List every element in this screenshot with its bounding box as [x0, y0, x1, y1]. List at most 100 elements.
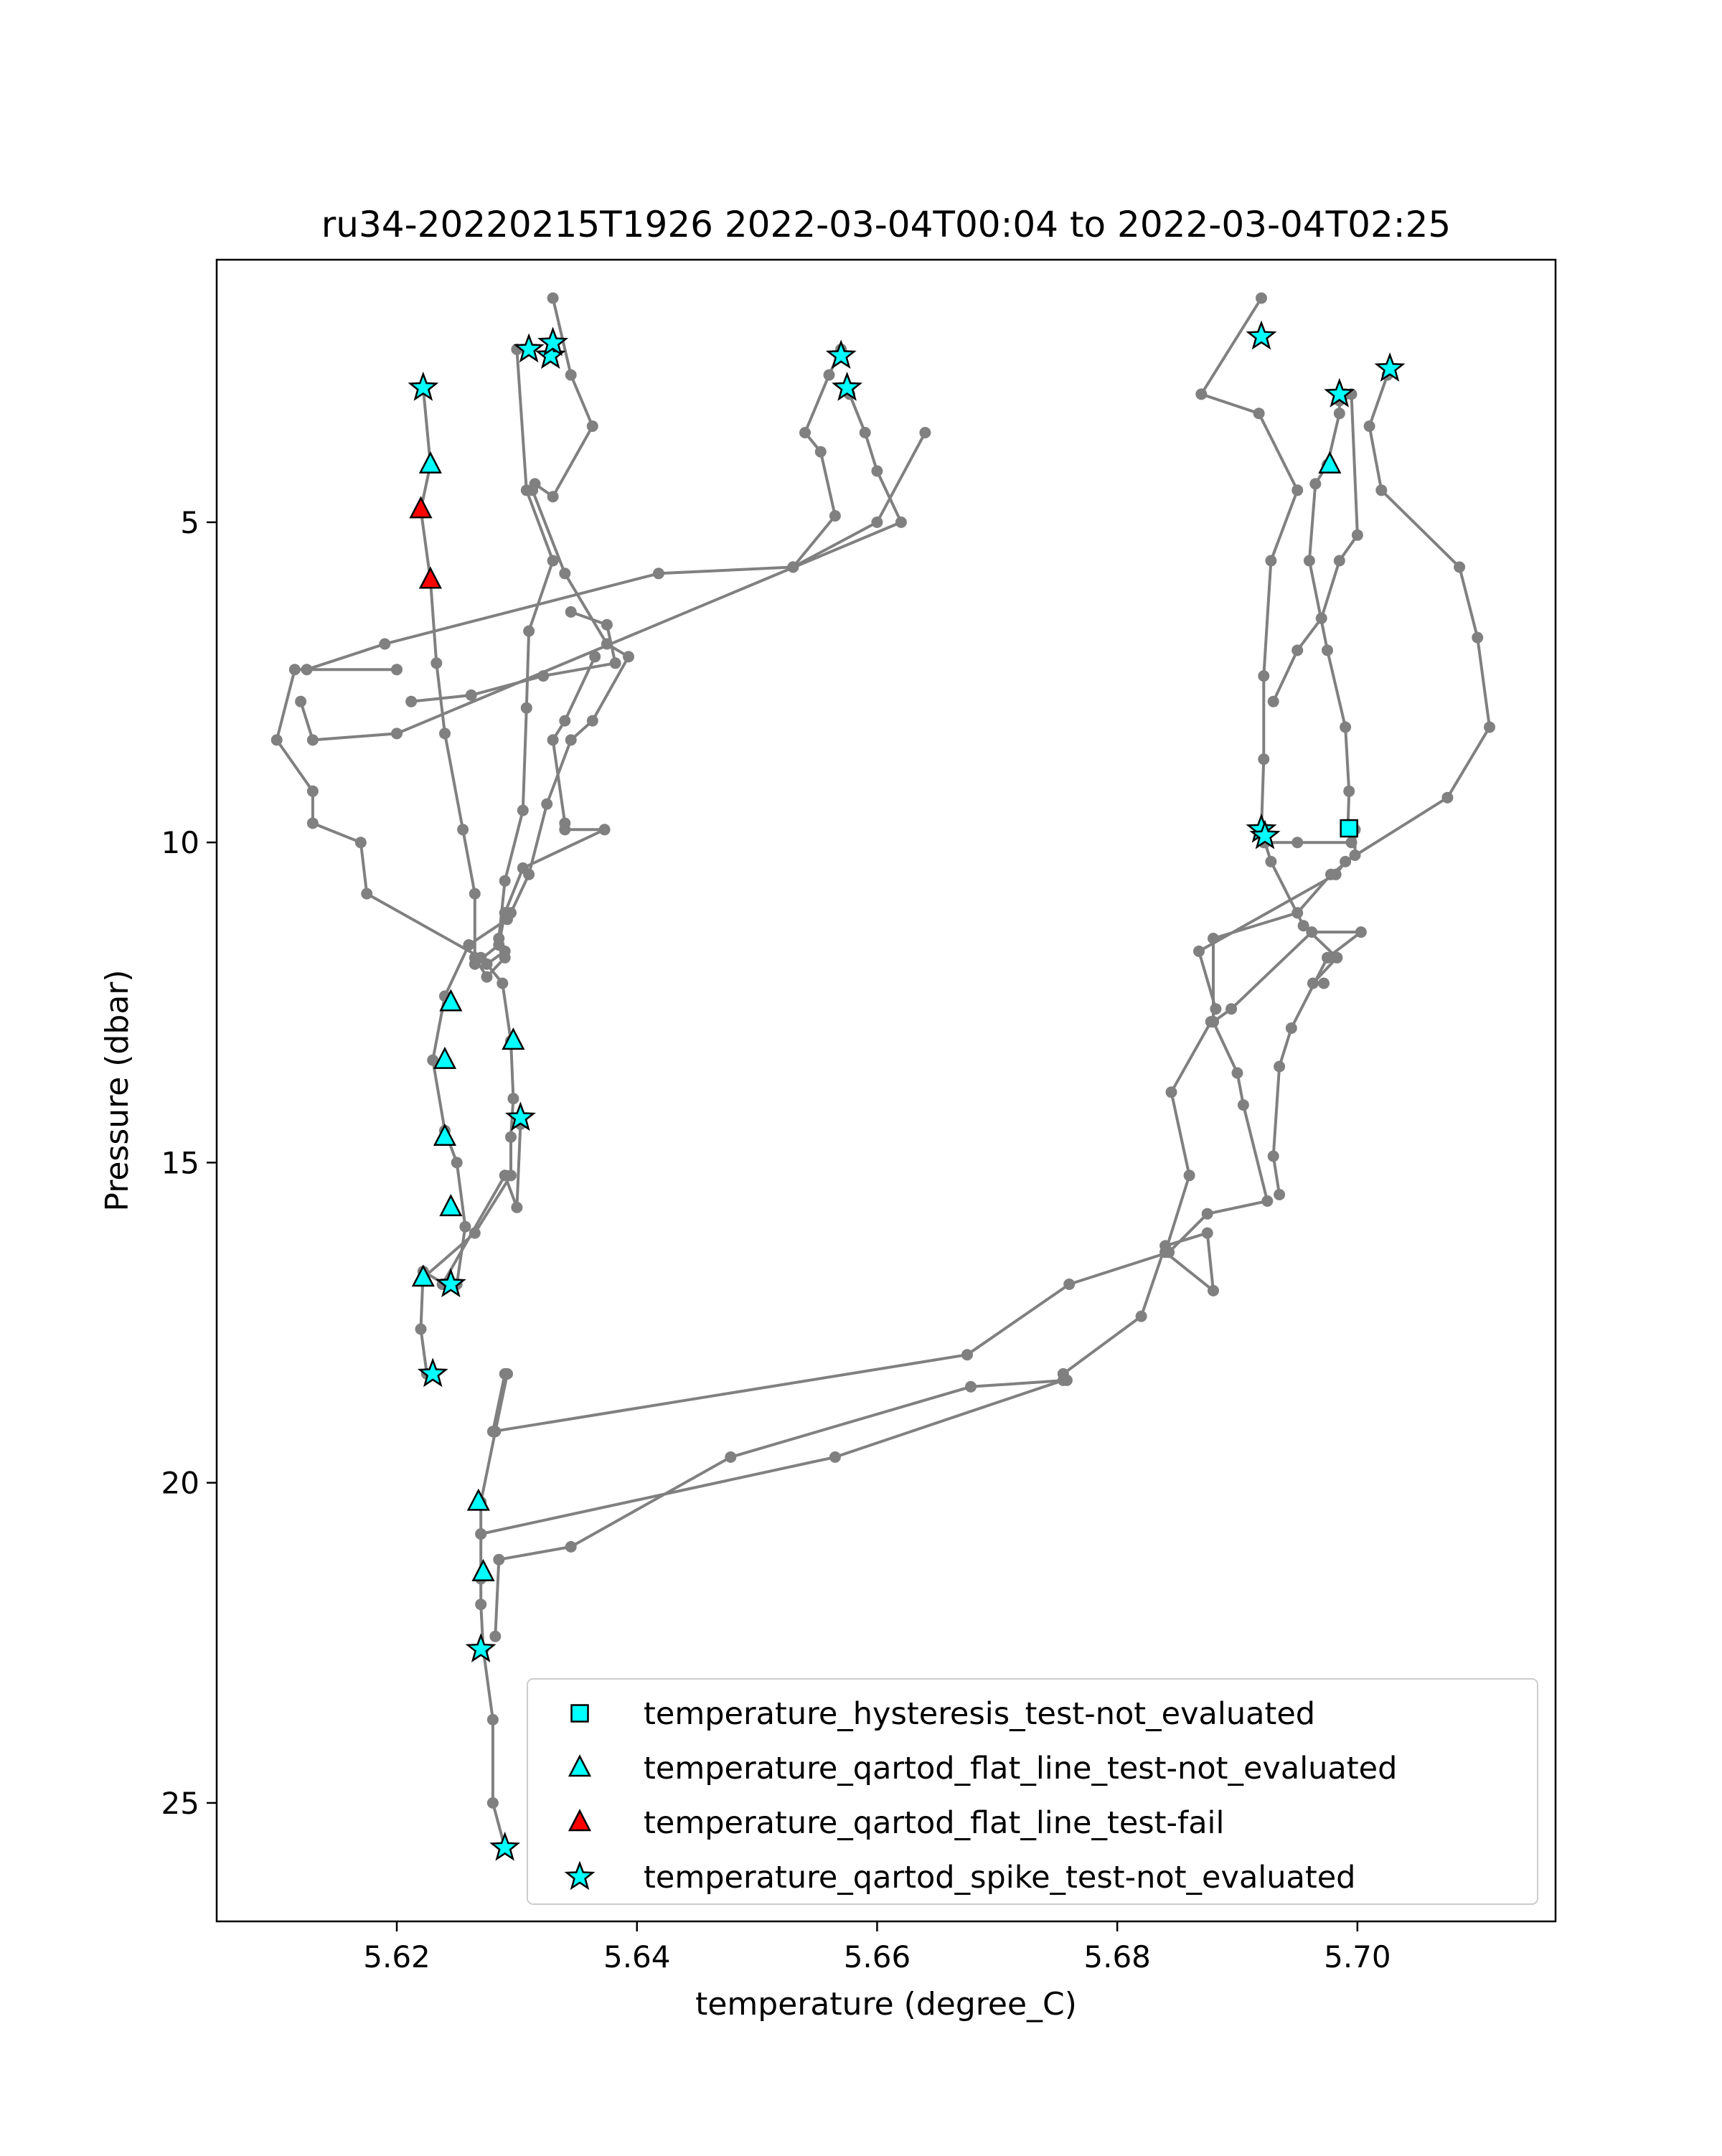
- profile-point: [559, 568, 571, 580]
- profile-line: [491, 931, 1363, 1434]
- profile-point: [725, 1451, 737, 1463]
- profile-point: [1292, 484, 1304, 496]
- x-tick-label: 5.70: [1324, 1939, 1391, 1974]
- legend-square-marker: [570, 1704, 589, 1723]
- star-marker: [1374, 352, 1406, 382]
- profile-point: [493, 939, 505, 951]
- y-tick-label: 25: [161, 1786, 199, 1821]
- profile-point: [1195, 388, 1208, 400]
- star-marker: [417, 1357, 448, 1388]
- profile-point: [497, 977, 509, 989]
- profile-point: [814, 446, 827, 458]
- profile-point: [547, 491, 559, 503]
- profile-point: [459, 1220, 471, 1233]
- profile-point: [1349, 849, 1361, 861]
- profile-line: [410, 611, 617, 703]
- profile-line: [479, 1373, 509, 1848]
- profile-point: [427, 1054, 439, 1066]
- profile-point: [1267, 1150, 1279, 1162]
- profile-point: [517, 862, 529, 874]
- profile-point: [295, 695, 307, 707]
- profile-point: [1267, 695, 1279, 707]
- profile-line: [441, 1124, 522, 1285]
- profile-point: [439, 728, 451, 740]
- profile-point: [547, 555, 559, 567]
- profile-point: [1292, 644, 1304, 656]
- x-axis-ticks: 5.62 5.64 5.66 5.68 5.70: [363, 1921, 1391, 1974]
- y-tick-label: 20: [161, 1466, 199, 1501]
- profile-point: [1208, 1284, 1219, 1296]
- profile-point: [1375, 484, 1388, 496]
- profile-line: [299, 387, 903, 742]
- legend-entry-label: temperature_hysteresis_test-not_evaluate…: [644, 1696, 1315, 1732]
- plot-area-frame: [215, 258, 1557, 1923]
- profile-point: [415, 1323, 427, 1335]
- triangle-marker: [439, 1194, 463, 1217]
- profile-point: [1183, 1169, 1195, 1182]
- profile-point: [829, 1451, 841, 1463]
- profile-point: [1285, 1022, 1297, 1034]
- profile-point: [499, 1169, 511, 1182]
- profile-point: [1340, 721, 1352, 733]
- triangle-marker: [1318, 451, 1342, 474]
- triangle-marker: [411, 1264, 435, 1287]
- profile-point: [1256, 292, 1267, 304]
- profile-point: [1274, 1060, 1286, 1073]
- profile-point: [306, 734, 319, 746]
- triangle-marker: [418, 566, 442, 589]
- profile-point: [799, 427, 811, 438]
- profile-point: [652, 568, 664, 580]
- square-marker: [1340, 819, 1358, 838]
- triangle-marker: [433, 1046, 457, 1069]
- profile-point: [623, 651, 634, 663]
- profile-line: [275, 668, 482, 959]
- star-marker: [465, 1633, 497, 1662]
- profile-point: [1484, 721, 1495, 733]
- profile-point: [598, 824, 611, 836]
- profile-point: [486, 1713, 499, 1726]
- profile-point: [1322, 951, 1333, 964]
- profile-point: [1315, 612, 1327, 624]
- profile-point: [1258, 753, 1270, 766]
- profile-point: [405, 695, 418, 707]
- profile-point: [391, 664, 403, 676]
- profile-point: [486, 1797, 499, 1809]
- profile-point: [1258, 670, 1270, 682]
- profile-point: [493, 1553, 505, 1566]
- profile-point: [565, 369, 577, 381]
- profile-point: [391, 728, 403, 740]
- profile-point: [1063, 1279, 1076, 1290]
- x-tick-label: 5.68: [1083, 1939, 1151, 1974]
- star-marker: [1249, 819, 1281, 849]
- profile-point: [1159, 1246, 1172, 1258]
- profile-point: [527, 484, 539, 496]
- profile-point: [499, 875, 511, 887]
- profile-point: [270, 734, 283, 746]
- profile-point: [481, 971, 493, 983]
- triangle-marker: [418, 451, 442, 474]
- profile-point: [1351, 529, 1363, 541]
- star-marker: [825, 339, 857, 369]
- profile-point: [565, 1540, 577, 1553]
- profile-point: [1208, 933, 1219, 944]
- x-tick-label: 5.66: [844, 1939, 911, 1974]
- profile-point: [430, 657, 443, 669]
- profile-point: [965, 1380, 977, 1393]
- profile-point: [1318, 977, 1330, 989]
- triangle-marker: [502, 1027, 525, 1050]
- profile-point: [465, 689, 477, 701]
- profile-point: [1261, 1195, 1274, 1207]
- star-marker: [513, 333, 545, 363]
- profile-point: [565, 734, 577, 746]
- chart-title: ru34-20220215T1926 2022-03-04T00:04 to 2…: [321, 204, 1452, 245]
- profile-point: [586, 420, 598, 432]
- profile-point: [489, 1630, 502, 1642]
- legend-entry-label: temperature_qartod_flat_line_test-fail: [644, 1805, 1224, 1841]
- profile-point: [523, 625, 535, 637]
- profile-point: [1292, 837, 1304, 849]
- profile-point: [1165, 1086, 1177, 1098]
- profile-point: [1210, 1003, 1222, 1015]
- star-marker: [1324, 377, 1355, 408]
- profile-point: [1333, 408, 1345, 420]
